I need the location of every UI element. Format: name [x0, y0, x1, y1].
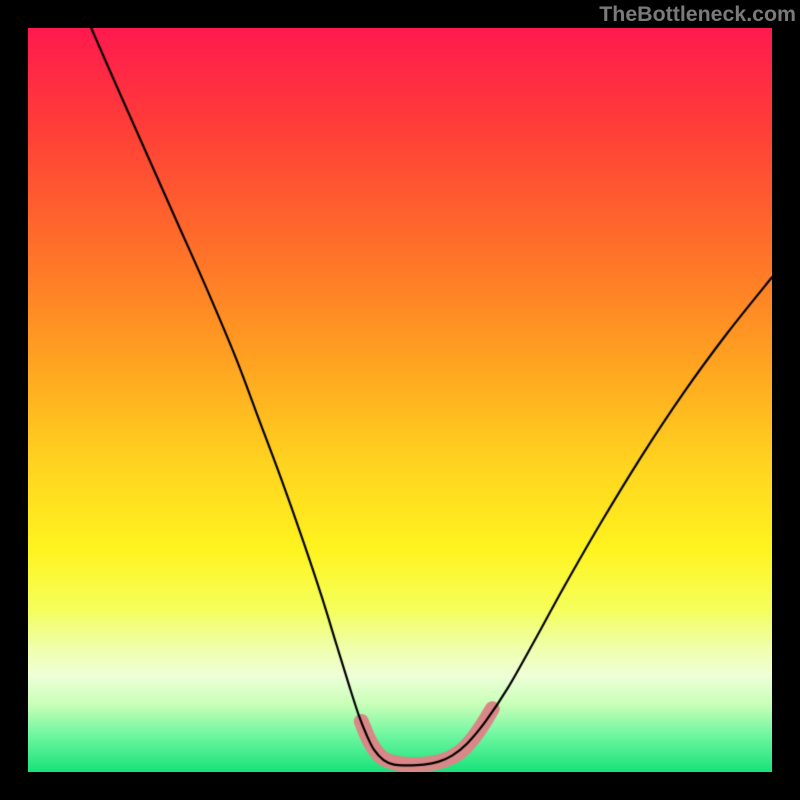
watermark-text: TheBottleneck.com: [599, 2, 796, 27]
chart-frame: TheBottleneck.com: [0, 0, 800, 800]
bottleneck-curve: [28, 28, 772, 772]
plot-area: [28, 28, 772, 772]
